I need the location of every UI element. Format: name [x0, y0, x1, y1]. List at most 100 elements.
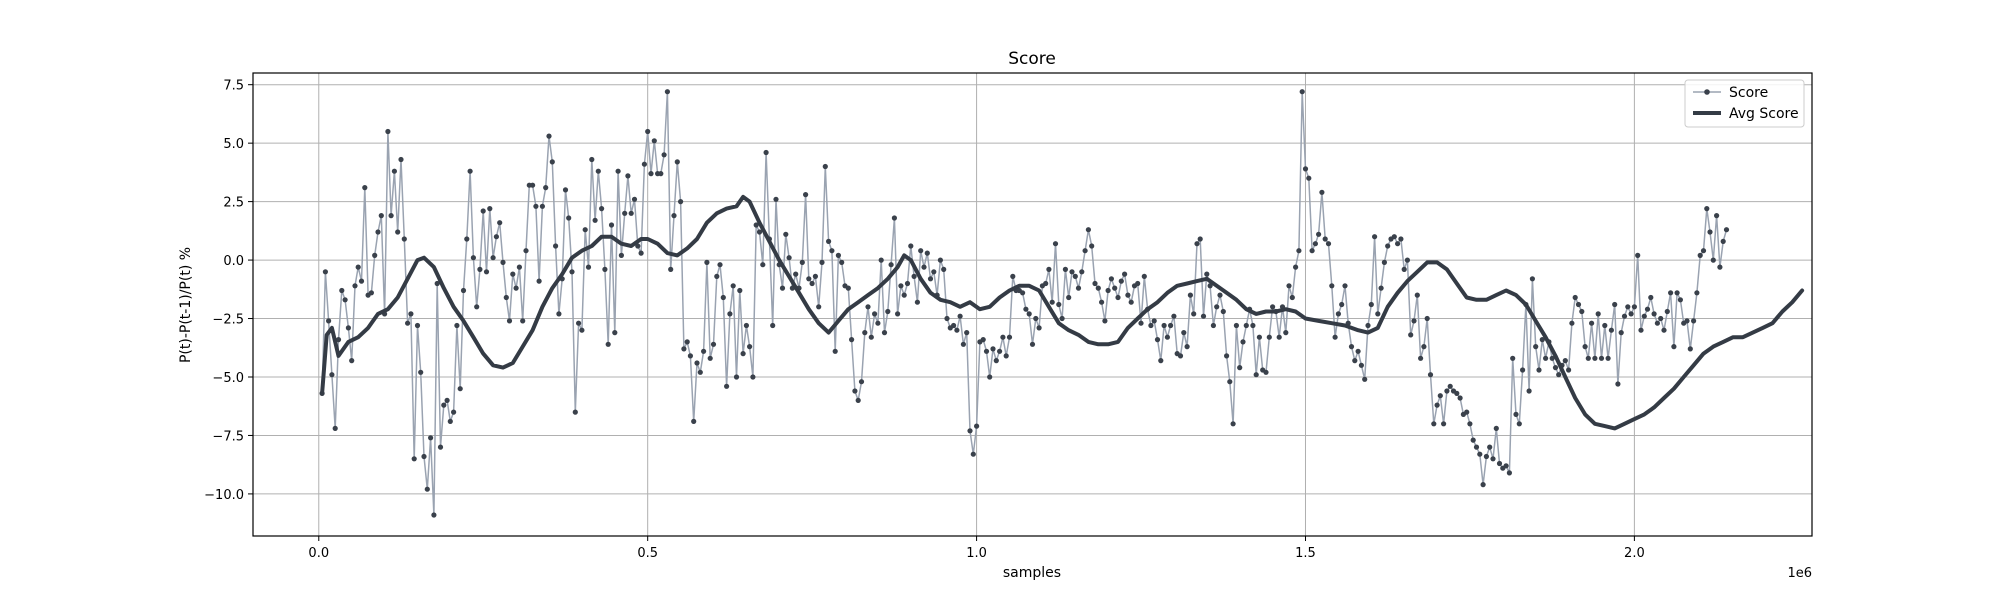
score-point [809, 280, 815, 287]
score-point [1381, 259, 1387, 265]
score-point [1635, 252, 1641, 258]
score-point [1299, 89, 1305, 95]
score-point [727, 311, 733, 317]
score-point [1003, 353, 1009, 359]
score-point [674, 159, 680, 165]
score-point [1510, 355, 1516, 361]
score-point [1339, 301, 1345, 308]
score-point [733, 374, 740, 380]
score-point [418, 369, 424, 375]
score-point [937, 257, 944, 263]
y-tick-label: 2.5 [223, 196, 244, 211]
score-point [1125, 292, 1131, 298]
score-point [1411, 318, 1417, 324]
score-point [960, 341, 967, 347]
score-point [1575, 301, 1582, 308]
score-point [743, 322, 750, 329]
score-point [1408, 332, 1414, 338]
score-point [1434, 402, 1440, 408]
score-point [888, 262, 894, 268]
score-point [428, 435, 434, 441]
score-point [1108, 276, 1114, 282]
score-point [1513, 411, 1519, 417]
score-point [1072, 273, 1078, 279]
score-point [530, 182, 536, 188]
score-point [368, 290, 374, 296]
score-point [865, 304, 871, 310]
score-point [1444, 388, 1450, 394]
y-axis: 7.5 5.0 2.5 0.0 −2.5 −5.0 −7.5 −10.0 [204, 79, 253, 503]
score-point [1355, 348, 1361, 354]
score-point [362, 185, 368, 191]
score-point [694, 360, 700, 366]
legend-avg-score-label: Avg Score [1729, 106, 1799, 122]
score-point [1710, 257, 1716, 263]
score-point [378, 213, 384, 219]
score-point [1210, 322, 1216, 329]
score-point [388, 213, 394, 219]
score-point [1171, 313, 1177, 319]
score-point [1661, 327, 1667, 333]
score-point [437, 444, 444, 450]
score-point [543, 185, 549, 191]
score-point [1704, 206, 1710, 212]
score-point [786, 255, 792, 261]
score-point [1592, 355, 1598, 361]
score-point [1105, 287, 1111, 294]
score-point [1243, 322, 1249, 329]
score-point [1378, 285, 1384, 291]
score-point [421, 453, 427, 460]
score-point [1286, 283, 1292, 289]
score-point [822, 163, 828, 170]
score-point [1651, 311, 1657, 317]
score-point [1154, 337, 1161, 343]
score-point [819, 259, 825, 265]
score-point [812, 273, 819, 279]
plot-frame [252, 72, 1813, 537]
score-point [1707, 229, 1713, 235]
score-point [904, 280, 911, 287]
score-point [1029, 341, 1036, 347]
score-point [576, 320, 582, 326]
score-point [1391, 234, 1397, 240]
score-point [395, 229, 401, 235]
score-point [1046, 266, 1052, 272]
score-point [1473, 444, 1480, 450]
score-point [1335, 311, 1341, 317]
score-point [898, 283, 904, 289]
score-point [1112, 285, 1118, 291]
score-point [1010, 273, 1016, 279]
score-point [385, 128, 391, 135]
score-point [691, 418, 697, 424]
score-point [1723, 227, 1730, 233]
score-point [1000, 334, 1006, 340]
score-point [1641, 313, 1647, 319]
x-axis-label: samples [1003, 565, 1061, 581]
score-point [1648, 294, 1654, 301]
score-point [1309, 248, 1315, 254]
score-point [556, 311, 562, 317]
score-point [1582, 344, 1588, 350]
score-point [1095, 285, 1101, 291]
score-point [1322, 236, 1328, 242]
score-point [1477, 451, 1483, 457]
score-point [1395, 241, 1401, 247]
score-point [1099, 299, 1105, 305]
score-point [618, 252, 625, 258]
score-point [372, 252, 378, 258]
score-point [1082, 248, 1088, 254]
score-point [322, 269, 328, 275]
score-point [441, 402, 447, 408]
score-point [1052, 241, 1059, 247]
score-point [592, 217, 598, 223]
score-point [951, 322, 957, 329]
score-point [342, 297, 348, 303]
score-point [1674, 290, 1680, 296]
score-point [615, 168, 621, 174]
score-point [1556, 372, 1562, 378]
score-point [487, 206, 493, 212]
score-point [908, 243, 914, 249]
score-point [799, 259, 805, 265]
score-point [1312, 241, 1318, 247]
score-point [1227, 379, 1233, 385]
